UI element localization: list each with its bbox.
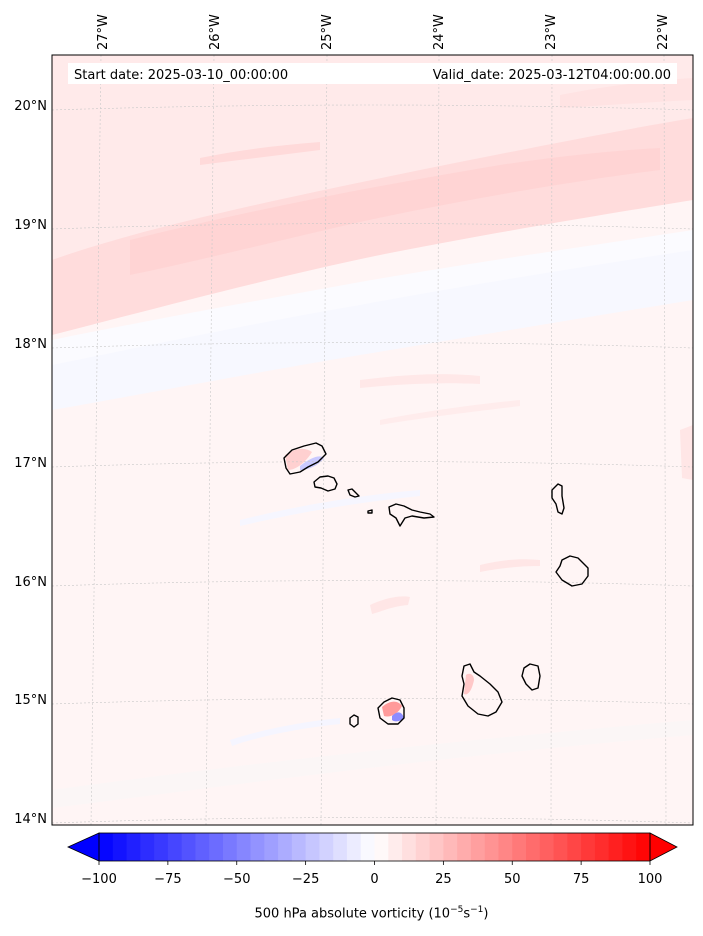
lat-tick-label: 19°N xyxy=(14,218,47,233)
island-boa-vista xyxy=(555,555,589,587)
colorbar-segment xyxy=(498,833,513,861)
colorbar-tick-label: 0 xyxy=(370,872,378,887)
island-sao-vicente xyxy=(313,475,338,492)
colorbar-tick-label: −50 xyxy=(223,872,250,887)
colorbar-segment xyxy=(636,833,651,861)
island-santo-antao xyxy=(283,442,327,475)
colorbar-segment xyxy=(608,833,624,861)
colorbar-segment xyxy=(319,833,334,861)
colorbar-segment xyxy=(360,833,376,861)
lat-tick-label: 16°N xyxy=(14,575,47,590)
colorbar-segment xyxy=(112,833,128,861)
lat-tick-label: 18°N xyxy=(14,337,47,352)
lon-tick-label: 26°W xyxy=(208,14,223,50)
colorbar-label-close: ) xyxy=(483,906,489,922)
colorbar-segment xyxy=(594,833,610,861)
colorbar-unit-exp2: −1 xyxy=(470,905,484,915)
colorbar-segment xyxy=(484,833,500,861)
colorbar-segment xyxy=(553,833,568,861)
colorbar-segment xyxy=(567,833,582,861)
colorbar-segment xyxy=(154,833,169,861)
lon-tick-label: 22°W xyxy=(656,14,671,50)
colorbar-label-text: 500 hPa absolute vorticity (10 xyxy=(254,906,451,922)
colorbar-segment xyxy=(346,833,362,861)
vorticity-field xyxy=(52,55,693,825)
island-maio xyxy=(521,663,541,691)
colorbar-low-extend xyxy=(67,832,100,862)
colorbar-segment xyxy=(512,833,527,861)
lat-tick-labels: 20°N 19°N 18°N 17°N 16°N 15°N 14°N xyxy=(14,99,47,827)
island-sao-nicolau xyxy=(388,503,435,527)
colorbar-segment xyxy=(140,833,155,861)
island-razo xyxy=(367,509,373,514)
colorbar-segment xyxy=(539,833,555,861)
colorbar-tick-label: −25 xyxy=(292,872,319,887)
island-sal xyxy=(551,483,565,515)
lon-tick-label: 23°W xyxy=(544,14,559,50)
colorbar-tick-label: 75 xyxy=(573,872,590,887)
colorbar-segment xyxy=(99,833,114,861)
colorbar-segment xyxy=(622,833,637,861)
colorbar-segment xyxy=(581,833,596,861)
colorbar-tick-label: 50 xyxy=(504,872,521,887)
colorbar-ticks: −100 −75 −50 −25 0 25 50 75 100 xyxy=(81,861,662,887)
lat-tick-label: 17°N xyxy=(14,456,47,471)
colorbar-segment xyxy=(333,833,348,861)
colorbar-tick-label: 100 xyxy=(638,872,663,887)
colorbar-label: 500 hPa absolute vorticity (10−5s−1) xyxy=(0,905,703,921)
colorbar-segment xyxy=(291,833,307,861)
colorbar-segment xyxy=(264,833,279,861)
island-brava xyxy=(349,714,359,728)
colorbar-segment xyxy=(402,833,417,861)
colorbar-unit-exp1: −5 xyxy=(450,905,464,915)
island-fogo xyxy=(377,697,405,725)
colorbar-segment xyxy=(278,833,293,861)
lat-tick-label: 14°N xyxy=(14,812,47,827)
colorbar: −100 −75 −50 −25 0 25 50 75 100 xyxy=(67,832,678,887)
colorbar-segment xyxy=(305,833,321,861)
colorbar-segment xyxy=(181,833,197,861)
colorbar-segment xyxy=(457,833,472,861)
lon-tick-label: 27°W xyxy=(96,14,111,50)
colorbar-segment xyxy=(195,833,210,861)
island-outlines xyxy=(283,442,589,728)
lon-tick-labels: 27°W 26°W 25°W 24°W 23°W 22°W xyxy=(96,14,671,50)
colorbar-segment xyxy=(236,833,252,861)
island-santiago xyxy=(461,663,503,717)
colorbar-tick-label: −75 xyxy=(154,872,181,887)
valid-date-text: Valid_date: 2025-03-12T04:00:00.00 xyxy=(433,68,671,83)
lat-tick-label: 15°N xyxy=(14,693,47,708)
start-date-text: Start date: 2025-03-10_00:00:00 xyxy=(74,68,288,83)
lon-tick-label: 24°W xyxy=(432,14,447,50)
map-frame xyxy=(51,54,694,826)
colorbar-segment xyxy=(222,833,238,861)
colorbar-segment xyxy=(443,833,458,861)
colorbar-segment xyxy=(415,833,431,861)
info-box xyxy=(68,63,677,84)
colorbar-segment xyxy=(126,833,141,861)
colorbar-segment xyxy=(250,833,265,861)
lon-tick-label: 25°W xyxy=(320,14,335,50)
graticule xyxy=(52,55,693,825)
colorbar-segment xyxy=(167,833,183,861)
colorbar-unit-s: s xyxy=(463,906,471,922)
colorbar-high-extend xyxy=(649,832,678,862)
colorbar-segment xyxy=(388,833,403,861)
colorbar-segments xyxy=(99,833,651,861)
lat-tick-label: 20°N xyxy=(14,99,47,114)
colorbar-segment xyxy=(209,833,224,861)
colorbar-segment xyxy=(526,833,541,861)
colorbar-tick-label: 25 xyxy=(435,872,452,887)
colorbar-segment xyxy=(429,833,444,861)
colorbar-segment xyxy=(374,833,389,861)
colorbar-tick-label: −100 xyxy=(81,872,117,887)
colorbar-segment xyxy=(470,833,486,861)
island-santa-luzia xyxy=(347,488,360,498)
